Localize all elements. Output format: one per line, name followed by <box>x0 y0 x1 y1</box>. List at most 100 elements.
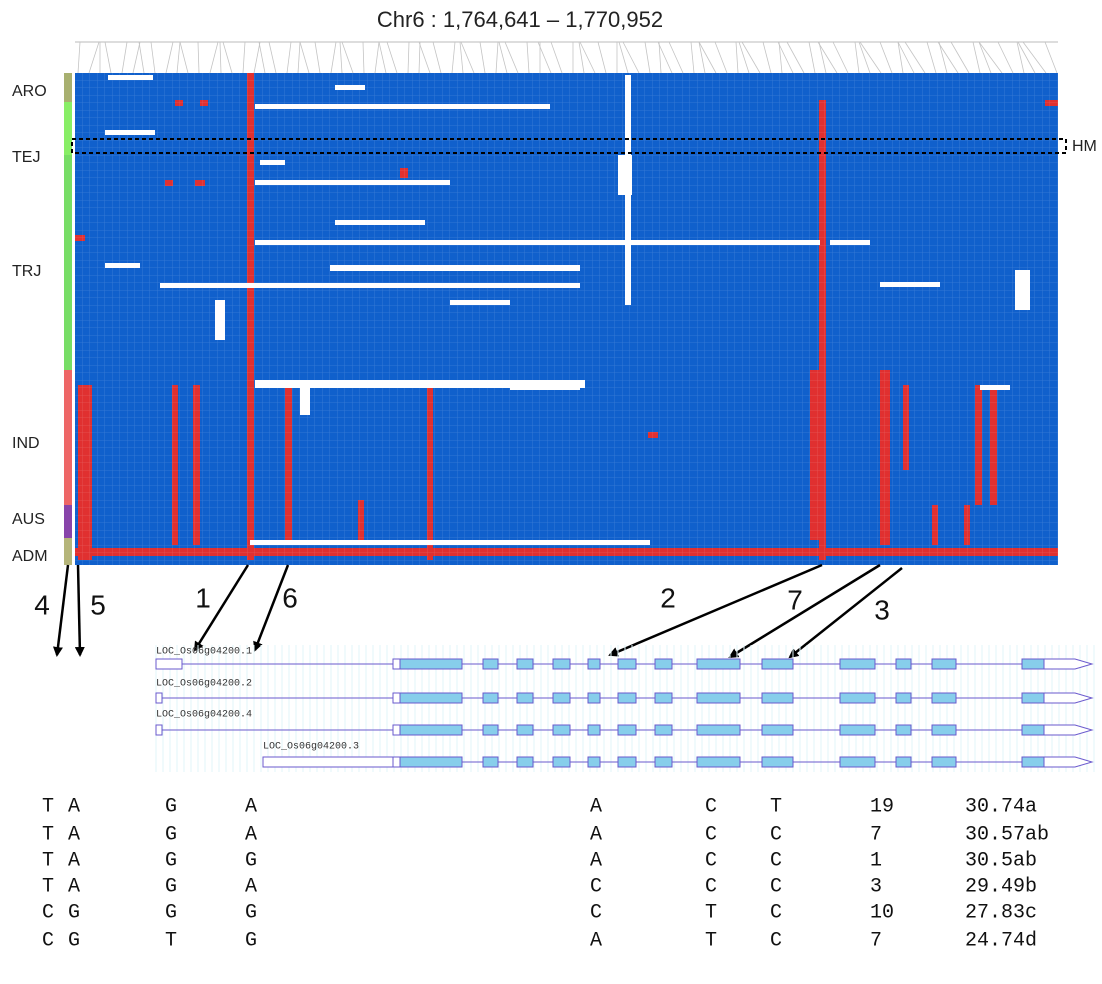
tree-line <box>132 41 141 74</box>
transcript-label: LOC_Os06g04200.3 <box>263 742 359 753</box>
table-cell: C <box>590 901 602 924</box>
tree-line <box>268 41 277 74</box>
table-cell: A <box>590 823 602 846</box>
exon <box>931 658 957 670</box>
exon <box>399 724 463 736</box>
exon <box>552 756 571 768</box>
table-cell: T <box>770 795 782 818</box>
tree-line <box>495 41 499 74</box>
tree-line <box>1044 41 1058 74</box>
exon <box>482 658 499 670</box>
tree-line <box>297 41 301 74</box>
tree-line <box>179 41 189 74</box>
table-cell: A <box>68 849 80 872</box>
tree-line <box>897 41 915 74</box>
tree-line <box>330 41 337 74</box>
exon <box>552 724 571 736</box>
exon <box>399 658 463 670</box>
utr-3 <box>1043 724 1094 736</box>
tree-line <box>778 41 783 74</box>
tree-line <box>1017 41 1036 74</box>
group-label: TEJ <box>12 149 40 166</box>
group-color <box>64 102 72 155</box>
arrow <box>788 567 903 659</box>
utr <box>155 658 183 670</box>
table-cell: 19 <box>870 795 894 818</box>
tree-line <box>972 41 981 74</box>
exon <box>617 692 637 704</box>
tree-line <box>407 41 410 74</box>
tree-line <box>741 41 761 74</box>
utr <box>262 756 394 768</box>
table-cell: A <box>245 823 257 846</box>
exon <box>1021 724 1045 736</box>
exon <box>617 756 637 768</box>
exon <box>482 692 499 704</box>
tree-line <box>299 41 310 74</box>
tree-line <box>859 41 882 74</box>
tree-line <box>786 41 805 74</box>
tree-line <box>817 41 838 74</box>
table-cell: 30.5ab <box>965 849 1037 872</box>
group-bar: ARO TEJ TRJ IND AUS ADM <box>12 73 72 565</box>
tree-line <box>537 41 552 74</box>
tree-line <box>658 41 662 74</box>
table-cell: G <box>245 849 257 872</box>
table-cell: 27.83c <box>965 901 1037 924</box>
exon <box>761 756 794 768</box>
exon <box>516 692 534 704</box>
exon <box>654 658 673 670</box>
figure-title: Chr6 : 1,764,641 – 1,770,952 <box>377 7 663 32</box>
utr-3 <box>1043 658 1094 670</box>
table-cell: T <box>42 823 54 846</box>
exon <box>1021 692 1045 704</box>
tree-line <box>197 41 200 74</box>
transcript-label: LOC_Os06g04200.2 <box>156 679 252 690</box>
tree-line <box>832 41 849 74</box>
tree-line <box>735 41 739 74</box>
table-cell: G <box>165 823 177 846</box>
tree-line <box>479 41 486 74</box>
arrow <box>53 564 70 657</box>
exon <box>516 724 534 736</box>
exon <box>552 692 571 704</box>
tree-line <box>242 41 246 74</box>
exon <box>552 658 571 670</box>
tree-line <box>498 41 508 74</box>
hm-label: HM <box>1072 138 1097 155</box>
gene-models: LOC_Os06g04200.1 LOC_Os06g04200.2 LOC_Os06… <box>155 645 1095 772</box>
tree-line <box>286 41 292 74</box>
table-cell: C <box>42 929 54 952</box>
tree-line <box>997 41 1014 74</box>
hm-box <box>71 138 1067 154</box>
table-cell: T <box>165 929 177 952</box>
tree-line <box>777 41 794 74</box>
tree-line <box>77 41 81 74</box>
arrows: 4 5 1 6 2 7 3 <box>34 563 903 659</box>
arrow-label: 4 <box>34 589 50 620</box>
tree-line <box>698 41 717 74</box>
transcript-label: LOC_Os06g04200.4 <box>156 710 252 721</box>
table-cell: G <box>68 929 80 952</box>
tree-line <box>341 41 354 74</box>
exon <box>1021 756 1045 768</box>
exon <box>399 692 463 704</box>
exon <box>931 692 957 704</box>
table-cell: G <box>165 875 177 898</box>
exon <box>399 756 463 768</box>
tree-line <box>176 41 181 74</box>
table-cell: A <box>590 795 602 818</box>
tree-line <box>897 41 904 74</box>
group-label: IND <box>12 435 40 452</box>
tree-line <box>762 41 772 74</box>
tree-line <box>386 41 398 74</box>
tree-line <box>550 41 563 74</box>
tree-line <box>690 41 695 74</box>
tree-line <box>526 41 530 74</box>
table-cell: T <box>42 795 54 818</box>
group-color <box>64 155 72 370</box>
exon <box>516 756 534 768</box>
tree-line <box>858 41 871 74</box>
tree-line <box>1022 41 1047 74</box>
